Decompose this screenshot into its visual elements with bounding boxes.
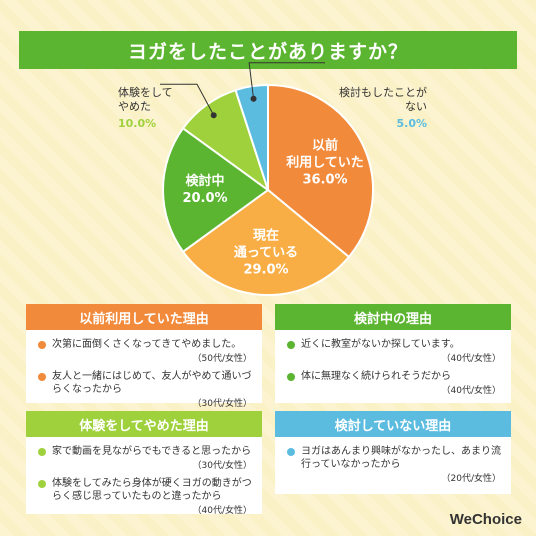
list-item: 友人と一緒にはじめて、友人がやめて通いづらくなったから （30代/女性） (38, 370, 252, 411)
outside-label-quit-line1: 体験をして (118, 86, 173, 99)
outside-label-quit-line2: やめた (118, 100, 151, 113)
list-item: 家で動画を見ながらでもできると思ったから （30代/女性） (38, 445, 252, 473)
slice-pct-label: 29.0% (243, 262, 288, 277)
bullet-icon (287, 448, 295, 456)
reason-box-considering-heading: 検討中の理由 (275, 304, 511, 330)
pie-slice (181, 188, 351, 296)
list-item: 近くに教室がないか探しています。 （40代/女性） (287, 338, 501, 366)
outside-label-quit-pct: 10.0% (118, 117, 157, 130)
slice-label: 検討中 (185, 173, 224, 189)
respondent: （40代/女性） (192, 506, 253, 516)
slice-label: 利用していた (286, 155, 364, 171)
outside-label-quit: 体験をして やめた 10.0% (118, 86, 173, 131)
bullet-icon (38, 480, 46, 488)
slice-label: 以前 (312, 138, 338, 154)
reason-text: 友人と一緒にはじめて、友人がやめて通いづらくなったから (52, 371, 252, 395)
reason-text: ヨガはあんまり興味がなかったし、あまり流行っていなかったから (301, 446, 501, 470)
leader-dot (250, 95, 257, 102)
respondent: （30代/女性） (192, 461, 253, 471)
reason-text: 体験をしてみたら身体が硬くヨガの動きがつらく感じ思っていたものと違ったから (52, 478, 252, 502)
brand-logo: WeChoice (449, 511, 522, 528)
reason-box-past: 以前利用していた理由 次第に面倒くさくなってきてやめました。 （50代/女性） … (26, 304, 262, 409)
leader-line (160, 83, 215, 116)
bullet-icon (38, 341, 46, 349)
pie-slice (267, 83, 374, 259)
bullet-icon (287, 373, 295, 381)
reason-box-quit-heading: 体験をしてやめた理由 (26, 411, 262, 437)
reason-text: 体に無理なく続けられそうだから (301, 371, 451, 382)
respondent: （40代/女性） (441, 354, 502, 364)
list-item: 体験をしてみたら身体が硬くヨガの動きがつらく感じ思っていたものと違ったから （4… (38, 477, 252, 518)
slice-pct-label: 36.0% (302, 173, 347, 188)
bullet-icon (38, 448, 46, 456)
reason-box-never-heading: 検討していない理由 (275, 411, 511, 437)
reason-box-past-heading: 以前利用していた理由 (26, 304, 262, 330)
reason-box-quit: 体験をしてやめた理由 家で動画を見ながらでもできると思ったから （30代/女性）… (26, 411, 262, 516)
reason-text: 次第に面倒くさくなってきてやめました。 (52, 339, 242, 350)
outside-label-never-line1: 検討もしたことが (339, 86, 427, 99)
respondent: （30代/女性） (192, 399, 253, 409)
respondent: （50代/女性） (192, 354, 253, 364)
pie-slice (162, 126, 270, 254)
respondent: （20代/女性） (441, 474, 502, 484)
bullet-icon (38, 373, 46, 381)
list-item: 次第に面倒くさくなってきてやめました。 （50代/女性） (38, 338, 252, 366)
outside-label-never: 検討もしたことが ない 5.0% (327, 86, 427, 131)
list-item: 体に無理なく続けられそうだから （40代/女性） (287, 370, 501, 398)
reason-text: 家で動画を見ながらでもできると思ったから (52, 446, 252, 457)
reason-text: 近くに教室がないか探しています。 (301, 339, 460, 350)
reason-box-considering: 検討中の理由 近くに教室がないか探しています。 （40代/女性） 体に無理なく続… (275, 304, 511, 403)
slice-label: 現在 (253, 227, 279, 243)
slice-pct-label: 20.0% (182, 191, 227, 206)
bullet-icon (287, 341, 295, 349)
list-item: ヨガはあんまり興味がなかったし、あまり流行っていなかったから （20代/女性） (287, 445, 501, 486)
outside-label-never-line2: ない (405, 100, 427, 113)
reason-box-never: 検討していない理由 ヨガはあんまり興味がなかったし、あまり流行っていなかったから… (275, 411, 511, 494)
outside-label-never-pct: 5.0% (396, 117, 427, 130)
leader-line (248, 62, 325, 99)
respondent: （40代/女性） (441, 386, 502, 396)
slice-label: 通っている (234, 244, 298, 260)
